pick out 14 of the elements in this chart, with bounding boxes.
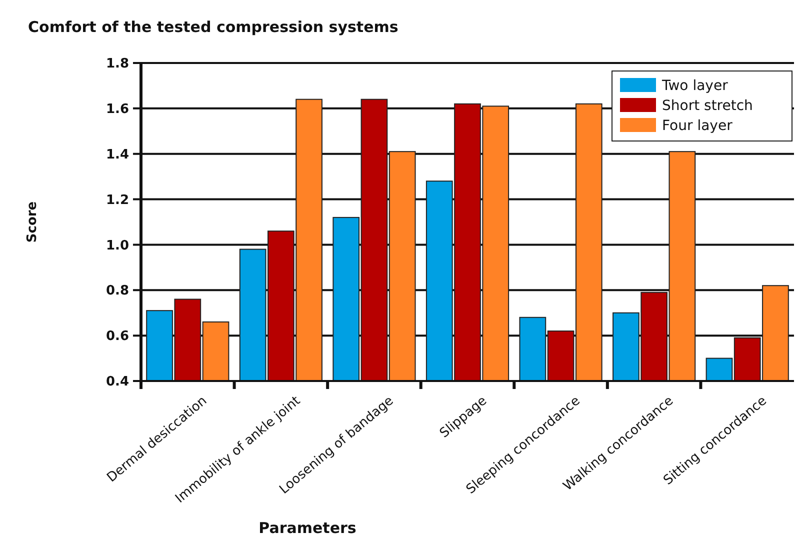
legend-label: Four layer [662,118,733,134]
chart-title: Comfort of the tested compression systems [28,18,398,36]
y-tick-label: 1.2 [106,192,129,208]
legend-label: Two layer [661,78,728,94]
y-tick-label: 1.0 [106,238,129,254]
y-tick-label: 0.8 [106,284,129,299]
y-tick-label: 1.4 [106,147,129,162]
y-tick-label: 1.6 [106,102,129,117]
legend-label: Short stretch [662,98,753,114]
y-axis-title: Score [25,201,40,243]
y-tick-label: 0.6 [106,329,129,344]
y-tick-label: 0.4 [106,374,129,390]
x-axis-title: Parameters [258,519,356,535]
y-tick-label: 1.8 [106,56,129,72]
